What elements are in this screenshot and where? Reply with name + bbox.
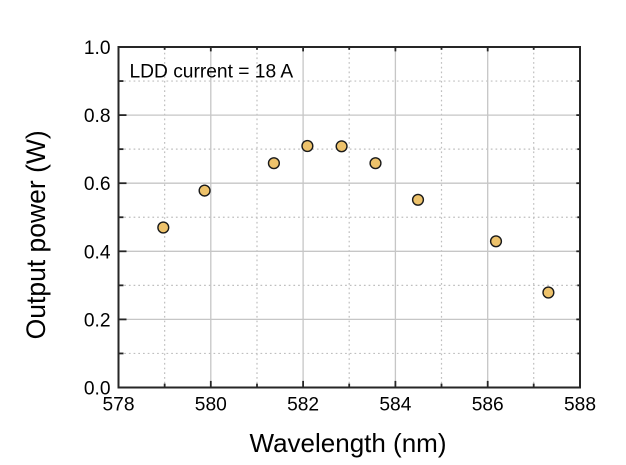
svg-text:0.2: 0.2 <box>84 310 111 331</box>
svg-text:0.6: 0.6 <box>84 174 111 195</box>
svg-text:586: 586 <box>472 394 504 415</box>
svg-text:1.0: 1.0 <box>84 38 111 59</box>
svg-text:0.4: 0.4 <box>84 242 111 263</box>
svg-text:580: 580 <box>195 394 227 415</box>
svg-text:0.8: 0.8 <box>84 106 111 127</box>
svg-text:588: 588 <box>564 394 596 415</box>
svg-text:Wavelength (nm): Wavelength (nm) <box>250 428 447 458</box>
svg-text:578: 578 <box>102 394 134 415</box>
svg-text:582: 582 <box>287 394 319 415</box>
svg-text:LDD current = 18 A: LDD current = 18 A <box>130 62 294 83</box>
svg-text:Output power (W): Output power (W) <box>21 130 51 339</box>
svg-text:0.0: 0.0 <box>84 379 111 400</box>
svg-text:584: 584 <box>379 394 411 415</box>
